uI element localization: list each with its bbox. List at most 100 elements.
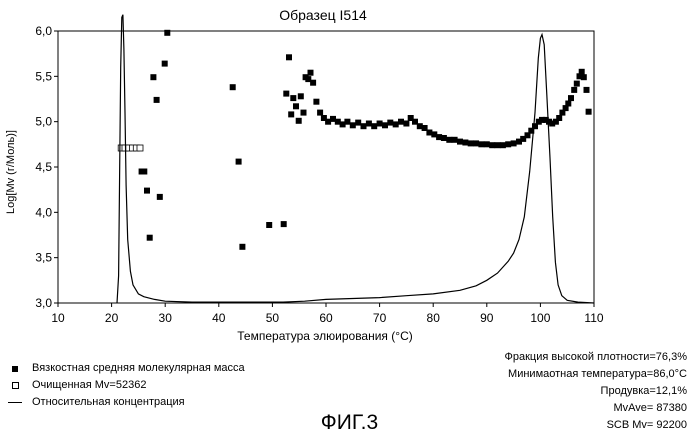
viscosity-mw-point bbox=[266, 222, 272, 228]
viscosity-mw-point bbox=[462, 140, 468, 146]
viscosity-mw-point bbox=[382, 122, 388, 128]
chart-title: Образец I514 bbox=[279, 7, 367, 23]
viscosity-mw-point bbox=[230, 84, 236, 90]
viscosity-mw-point bbox=[286, 54, 292, 60]
viscosity-mw-point bbox=[239, 244, 245, 250]
legend-label: Вязкостная средняя молекулярная масса bbox=[32, 360, 245, 377]
chart-marks bbox=[117, 15, 594, 303]
y-tick-label: 4,5 bbox=[35, 160, 52, 174]
viscosity-mw-point bbox=[317, 110, 323, 116]
concentration-line bbox=[117, 15, 594, 303]
viscosity-mw-point bbox=[293, 103, 299, 109]
viscosity-mw-point bbox=[468, 140, 474, 146]
viscosity-mw-point bbox=[355, 120, 361, 126]
viscosity-mw-point bbox=[446, 137, 452, 143]
viscosity-mw-point bbox=[236, 159, 242, 165]
viscosity-mw-point bbox=[568, 95, 574, 101]
viscosity-mw-point bbox=[298, 93, 304, 99]
x-tick-label: 50 bbox=[266, 311, 280, 325]
viscosity-mw-point bbox=[281, 221, 287, 227]
x-axis-label: Температура элюирования (°C) bbox=[237, 329, 412, 343]
viscosity-mw-point bbox=[308, 70, 314, 76]
viscosity-mw-point bbox=[398, 119, 404, 125]
viscosity-mw-point bbox=[371, 123, 377, 129]
x-tick-label: 60 bbox=[319, 311, 333, 325]
x-tick-label: 100 bbox=[530, 311, 550, 325]
y-tick-label: 6,0 bbox=[35, 24, 52, 38]
viscosity-mw-point bbox=[387, 120, 393, 126]
viscosity-mw-point bbox=[350, 122, 356, 128]
x-tick-label: 110 bbox=[584, 311, 603, 325]
viscosity-mw-point bbox=[565, 101, 571, 107]
y-tick-label: 5,0 bbox=[35, 115, 52, 129]
viscosity-mw-point bbox=[164, 30, 170, 36]
viscosity-mw-point bbox=[489, 142, 495, 148]
viscosity-mw-point bbox=[144, 188, 150, 194]
viscosity-mw-point bbox=[310, 80, 316, 86]
x-tick-label: 20 bbox=[105, 311, 119, 325]
stat-high-density-fraction: Фракция высокой плотности=76,3% bbox=[504, 349, 687, 366]
viscosity-mw-point bbox=[162, 61, 168, 67]
viscosity-mw-point bbox=[581, 74, 587, 80]
y-axis-label: Log[Mv (г/Моль)] bbox=[5, 130, 17, 214]
viscosity-mw-point bbox=[157, 194, 163, 200]
x-axis: 10 20 30 40 50 60 70 80 90 100 110 bbox=[51, 303, 604, 325]
viscosity-mw-point bbox=[377, 121, 383, 127]
viscosity-mw-point bbox=[147, 235, 153, 241]
viscosity-mw-point bbox=[441, 135, 447, 141]
viscosity-mw-point bbox=[301, 110, 307, 116]
x-tick-label: 30 bbox=[159, 311, 173, 325]
legend-label: Очищенная Mv=52362 bbox=[32, 377, 146, 394]
viscosity-mw-point bbox=[556, 115, 562, 121]
legend: Вязкостная средняя молекулярная масса Оч… bbox=[4, 360, 245, 411]
legend-item: Вязкостная средняя молекулярная масса bbox=[4, 360, 245, 377]
viscosity-mw-point bbox=[344, 119, 350, 125]
y-tick-label: 3,5 bbox=[35, 251, 52, 265]
x-tick-label: 90 bbox=[480, 311, 494, 325]
viscosity-mw-point bbox=[361, 123, 367, 129]
legend-item: Очищенная Mv=52362 bbox=[4, 377, 245, 394]
viscosity-mw-point bbox=[283, 91, 289, 97]
viscosity-mw-point bbox=[154, 97, 160, 103]
viscosity-mw-point bbox=[579, 69, 585, 75]
viscosity-mw-point bbox=[366, 121, 372, 127]
viscosity-mw-point bbox=[571, 87, 577, 93]
viscosity-mw-point bbox=[452, 137, 458, 143]
viscosity-mw-point bbox=[574, 81, 580, 87]
viscosity-mw-point bbox=[586, 109, 592, 115]
viscosity-mw-point bbox=[584, 87, 590, 93]
figure-caption: ФИГ.3 bbox=[0, 411, 699, 435]
viscosity-mw-point bbox=[150, 74, 156, 80]
viscosity-mw-point bbox=[296, 118, 302, 124]
y-tick-label: 5,5 bbox=[35, 69, 52, 83]
viscosity-mw-point bbox=[141, 169, 147, 175]
viscosity-mw-point bbox=[484, 141, 490, 147]
viscosity-mw-point bbox=[473, 140, 479, 146]
plot-frame bbox=[58, 31, 594, 303]
y-axis: 3,0 3,5 4,0 4,5 5,0 5,5 6,0 bbox=[35, 24, 58, 310]
x-tick-label: 40 bbox=[212, 311, 226, 325]
viscosity-mw-point bbox=[403, 121, 409, 127]
legend-item: Относительная концентрация bbox=[4, 394, 245, 411]
y-tick-label: 4,0 bbox=[35, 205, 52, 219]
y-tick-label: 3,0 bbox=[35, 296, 52, 310]
viscosity-mw-point bbox=[500, 142, 506, 148]
x-tick-label: 70 bbox=[373, 311, 387, 325]
filled-square-marker-icon bbox=[12, 366, 18, 372]
viscosity-mw-point bbox=[290, 95, 296, 101]
viscosity-mw-point bbox=[288, 111, 294, 117]
legend-label: Относительная концентрация bbox=[32, 394, 185, 411]
viscosity-mw-point bbox=[313, 99, 319, 105]
viscosity-mw-point bbox=[393, 121, 399, 127]
x-tick-label: 10 bbox=[51, 311, 65, 325]
purified-mv-point bbox=[137, 145, 143, 151]
open-square-marker-icon bbox=[12, 382, 19, 389]
viscosity-mw-point bbox=[505, 141, 511, 147]
viscosity-mw-point bbox=[478, 141, 484, 147]
stat-purge: Продувка=12,1% bbox=[504, 383, 687, 400]
line-marker-icon bbox=[8, 402, 22, 403]
plot-area bbox=[58, 31, 594, 303]
x-tick-label: 80 bbox=[427, 311, 441, 325]
viscosity-mw-point bbox=[511, 140, 517, 146]
viscosity-mw-point bbox=[495, 142, 501, 148]
